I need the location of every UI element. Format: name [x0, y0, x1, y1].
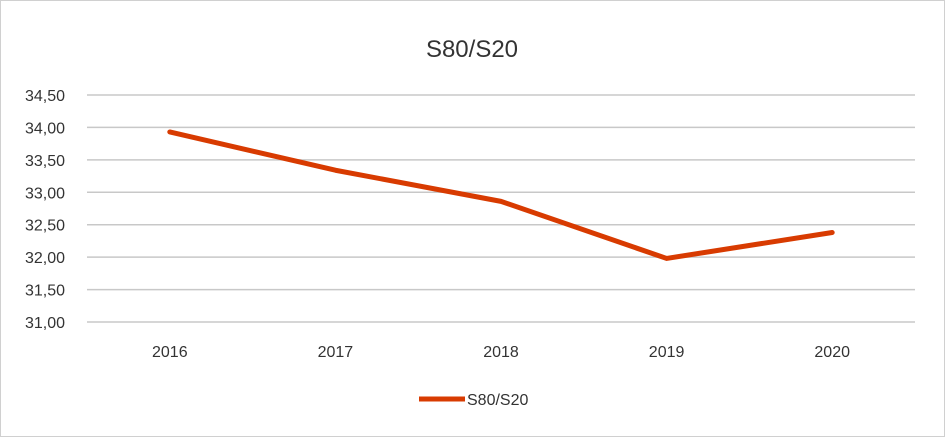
x-tick-label: 2016 [152, 344, 188, 361]
x-tick-label: 2020 [814, 344, 850, 361]
y-tick-label: 32,00 [25, 250, 65, 267]
x-tick-label: 2018 [483, 344, 519, 361]
x-tick-label: 2019 [649, 344, 685, 361]
y-tick-label: 34,00 [25, 120, 65, 137]
chart-title: S80/S20 [426, 36, 518, 63]
y-tick-label: 31,50 [25, 283, 65, 300]
y-tick-label: 34,50 [25, 88, 65, 105]
series-line-s80-s20 [167, 129, 835, 261]
x-tick-label: 2017 [318, 344, 354, 361]
y-tick-label: 33,00 [25, 185, 65, 202]
legend-label: S80/S20 [467, 392, 528, 409]
y-tick-label: 33,50 [25, 153, 65, 170]
y-tick-label: 32,50 [25, 218, 65, 235]
y-tick-label: 31,00 [25, 315, 65, 332]
